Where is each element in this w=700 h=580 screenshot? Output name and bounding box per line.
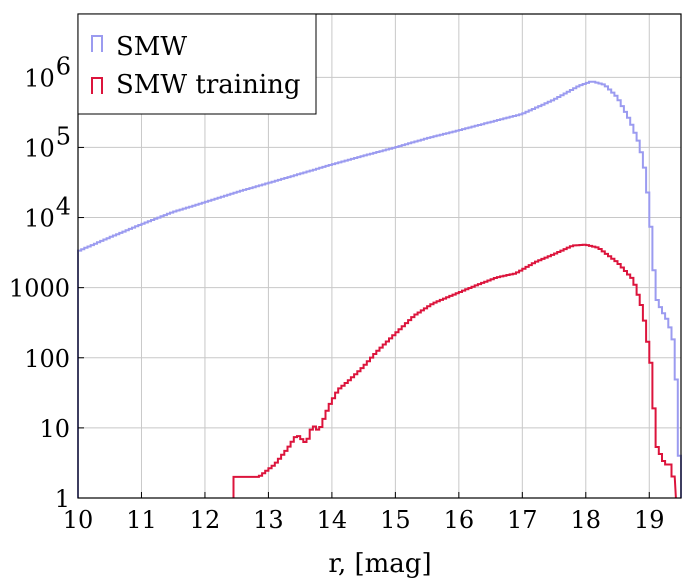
y-tick-label-base: 100 bbox=[24, 345, 70, 373]
x-tick-label: 14 bbox=[317, 506, 348, 534]
y-tick-label-exponent: 5 bbox=[56, 122, 71, 150]
y-tick-label-base: 1 bbox=[55, 485, 70, 513]
y-tick-label-base: 1000 bbox=[9, 275, 70, 303]
y-tick-label: 1 bbox=[55, 485, 70, 513]
x-tick-label: 12 bbox=[190, 506, 221, 534]
y-tick-label: 10 4 bbox=[24, 193, 71, 233]
y-tick-label: 100 bbox=[24, 345, 70, 373]
legend-swatch-smw-training bbox=[91, 77, 103, 94]
series-layer bbox=[77, 80, 682, 499]
x-tick-label: 19 bbox=[634, 506, 665, 534]
legend-box bbox=[77, 13, 317, 115]
x-tick-label: 16 bbox=[444, 506, 475, 534]
y-tick-label: 10 bbox=[39, 415, 70, 443]
legend: SMW SMW training bbox=[77, 13, 317, 115]
y-tick-label: 1000 bbox=[9, 275, 70, 303]
y-tick-label: 10 6 bbox=[24, 52, 71, 92]
series-line-0 bbox=[77, 80, 682, 498]
x-tick-label: 10 bbox=[63, 506, 94, 534]
x-tick-label: 15 bbox=[380, 506, 411, 534]
y-tick-label-base: 10 bbox=[24, 64, 55, 92]
x-axis-title: r, [mag] bbox=[328, 549, 431, 579]
legend-label-smw: SMW bbox=[116, 32, 187, 62]
y-tick-label-base: 10 bbox=[24, 134, 55, 162]
y-tick-label-exponent: 4 bbox=[56, 193, 71, 221]
y-tick-label-exponent: 6 bbox=[56, 52, 71, 80]
legend-swatch-smw bbox=[91, 35, 103, 52]
series-line-1 bbox=[232, 243, 677, 499]
y-tick-label-base: 10 bbox=[39, 415, 70, 443]
legend-label-smw-training: SMW training bbox=[116, 70, 301, 100]
y-tick-label-base: 10 bbox=[24, 205, 55, 233]
x-axis: 10 11 12 13 14 15 16 17 18 19 bbox=[63, 492, 665, 534]
y-tick-label: 10 5 bbox=[24, 122, 71, 162]
x-tick-label: 17 bbox=[507, 506, 538, 534]
plot-frame bbox=[77, 13, 682, 499]
x-tick-label: 13 bbox=[253, 506, 284, 534]
x-tick-label: 11 bbox=[126, 506, 157, 534]
x-tick-label: 18 bbox=[571, 506, 602, 534]
